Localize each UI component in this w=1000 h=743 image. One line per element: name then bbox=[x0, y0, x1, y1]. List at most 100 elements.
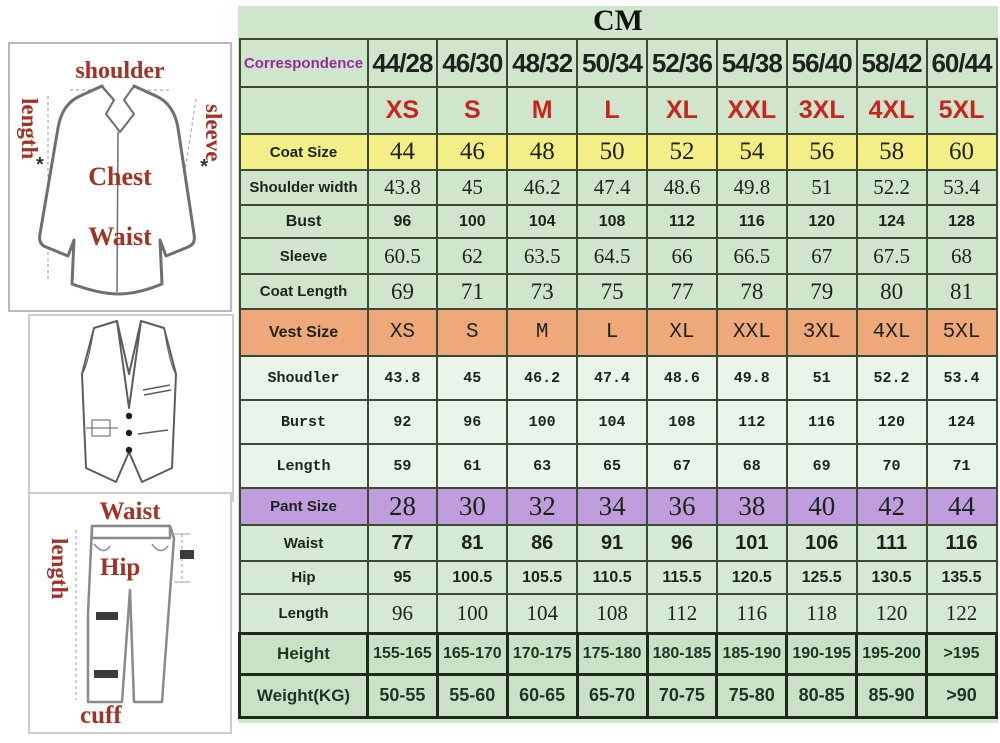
row-label-cell: Burst bbox=[238, 399, 369, 445]
value-cell: 195-200 bbox=[855, 631, 928, 676]
value-cell: 100 bbox=[506, 399, 579, 445]
value-cell: 40 bbox=[785, 487, 858, 526]
value-cell: 65 bbox=[576, 443, 648, 489]
value-cell: 116 bbox=[715, 204, 788, 239]
value-cell: 71 bbox=[925, 443, 998, 489]
value-cell: 108 bbox=[646, 399, 718, 445]
value-cell: 64.5 bbox=[576, 237, 648, 275]
value-cell: 5XL bbox=[925, 86, 998, 135]
value-cell: 122 bbox=[925, 593, 998, 634]
value-cell: 85-90 bbox=[855, 672, 928, 719]
jacket-sleeve-label: sleeve bbox=[201, 104, 226, 162]
jacket-shoulder-label: shoulder bbox=[75, 58, 165, 84]
value-cell: 180-185 bbox=[645, 631, 719, 676]
value-cell: 34 bbox=[576, 487, 648, 526]
value-cell: 28 bbox=[366, 487, 439, 526]
value-cell: M bbox=[506, 308, 579, 357]
value-cell: 81 bbox=[925, 273, 998, 310]
value-cell: 44 bbox=[366, 133, 439, 171]
value-cell: 69 bbox=[366, 273, 439, 310]
table-row: Shoulder width 43.8 45 46.2 47.4 48.6 49.8 51 52… bbox=[238, 169, 998, 206]
value-cell: 112 bbox=[646, 204, 718, 239]
row-label-cell: Coat Length bbox=[238, 273, 369, 310]
row-label-cell: Coat Size bbox=[238, 133, 369, 171]
pants-cuff-label: cuff bbox=[80, 702, 122, 729]
value-cell: 63 bbox=[506, 443, 579, 489]
value-cell: 100.5 bbox=[436, 560, 509, 595]
value-cell: 86 bbox=[506, 524, 579, 562]
value-cell: 46/30 bbox=[436, 38, 509, 88]
value-cell: 67 bbox=[785, 237, 858, 275]
asterisk-mark: * bbox=[200, 156, 208, 178]
value-cell: 48.6 bbox=[646, 169, 718, 206]
value-cell: 71 bbox=[436, 273, 509, 310]
value-cell: 68 bbox=[925, 237, 998, 275]
table-row: Hip 95 100.5 105.5 110.5 115.5 120.5 125.5 130.5… bbox=[238, 560, 998, 595]
value-cell: 185-190 bbox=[715, 631, 789, 676]
value-cell: XXL bbox=[715, 86, 788, 135]
pants-waist-label: Waist bbox=[99, 498, 161, 525]
value-cell: 116 bbox=[715, 593, 788, 634]
table-row: Coat Length 69 71 73 75 77 78 79 80 81 bbox=[238, 273, 998, 310]
value-cell: 49.8 bbox=[715, 169, 788, 206]
table-row: Length 59 61 63 65 67 68 69 70 71 bbox=[238, 443, 998, 489]
value-cell: 68 bbox=[715, 443, 788, 489]
value-cell: 124 bbox=[925, 399, 998, 445]
value-cell: 51 bbox=[785, 355, 858, 401]
value-cell: 4XL bbox=[855, 308, 928, 357]
jacket-chest-label: Chest bbox=[88, 162, 152, 191]
value-cell: 110.5 bbox=[576, 560, 648, 595]
value-cell: 53.4 bbox=[925, 169, 998, 206]
value-cell: 67 bbox=[646, 443, 718, 489]
table-row: Vest Size XS S M L XL XXL 3XL 4XL 5XL bbox=[238, 308, 998, 357]
row-label-cell: Length bbox=[238, 593, 369, 634]
value-cell: 116 bbox=[925, 524, 998, 562]
value-cell: 96 bbox=[366, 204, 439, 239]
value-cell: 66 bbox=[646, 237, 718, 275]
value-cell: 100 bbox=[436, 593, 509, 634]
pants-illustration: Waist length Hip cuff bbox=[28, 492, 232, 734]
value-cell: 80 bbox=[855, 273, 928, 310]
value-cell: 120 bbox=[855, 399, 928, 445]
table-row: Bust 96 100 104 108 112 116 120 124 128 bbox=[238, 204, 998, 239]
value-cell: 44/28 bbox=[366, 38, 439, 88]
value-cell: 45 bbox=[436, 355, 509, 401]
value-cell: 66.5 bbox=[715, 237, 788, 275]
value-cell: 120 bbox=[855, 593, 928, 634]
units-title: CM bbox=[593, 4, 643, 37]
value-cell: 95 bbox=[366, 560, 439, 595]
pants-hip-label: Hip bbox=[100, 554, 141, 581]
value-cell: 52/36 bbox=[646, 38, 718, 88]
value-cell: 75 bbox=[576, 273, 648, 310]
table-row: Coat Size 44 46 48 50 52 54 56 58 60 bbox=[238, 133, 998, 171]
value-cell: 116 bbox=[785, 399, 858, 445]
value-cell: 43.8 bbox=[366, 169, 439, 206]
value-cell: 5XL bbox=[925, 308, 998, 357]
value-cell: 47.4 bbox=[576, 355, 648, 401]
value-cell: 108 bbox=[576, 593, 648, 634]
table-row: Height 155-165 165-170 170-175 175-180 180-18… bbox=[238, 631, 998, 676]
value-cell: XXL bbox=[715, 308, 788, 357]
jacket-waist-label: Waist bbox=[88, 222, 152, 251]
value-cell: S bbox=[436, 308, 509, 357]
value-cell: 60 bbox=[925, 133, 998, 171]
value-cell: 78 bbox=[715, 273, 788, 310]
value-cell: 30 bbox=[436, 487, 509, 526]
value-cell: 80-85 bbox=[785, 672, 859, 719]
jacket-illustration: shoulder length sleeve * * Chest Waist bbox=[8, 42, 232, 312]
table-row: Correspondence 44/28 46/30 48/32 50/34 52/36 5… bbox=[238, 38, 998, 88]
value-cell: 44 bbox=[925, 487, 998, 526]
value-cell: XL bbox=[646, 86, 718, 135]
value-cell: 48/32 bbox=[506, 38, 579, 88]
row-label-cell: Hip bbox=[238, 560, 369, 595]
row-label-cell: Shoulder width bbox=[238, 169, 369, 206]
value-cell: 38 bbox=[715, 487, 788, 526]
value-cell: 73 bbox=[506, 273, 579, 310]
row-label-cell: Shoudler bbox=[238, 355, 369, 401]
value-cell: 48.6 bbox=[646, 355, 718, 401]
value-cell: 59 bbox=[366, 443, 439, 489]
value-cell: 81 bbox=[436, 524, 509, 562]
value-cell: 104 bbox=[506, 204, 579, 239]
value-cell: 120 bbox=[785, 204, 858, 239]
